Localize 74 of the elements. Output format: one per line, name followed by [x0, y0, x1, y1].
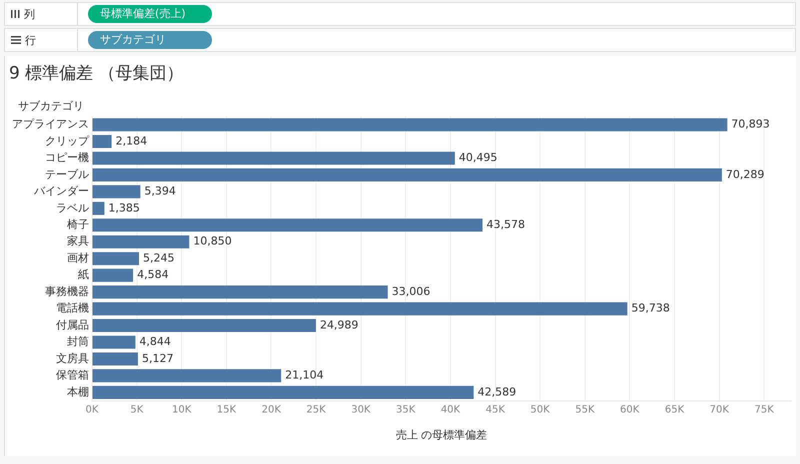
y-tick-label: 椅子 — [67, 218, 89, 231]
y-tick-label: アプライアンス — [12, 118, 89, 131]
y-tick-label: テーブル — [45, 168, 89, 181]
data-label: 24,989 — [320, 318, 358, 332]
text: 行 — [25, 32, 36, 48]
bar — [92, 336, 136, 349]
bar — [92, 286, 388, 299]
data-label: 5,127 — [142, 352, 174, 365]
x-tick-label: 70K — [710, 404, 730, 416]
data-label: 42,589 — [478, 385, 516, 398]
text: サブカテゴリ — [88, 31, 212, 49]
text: 母標準偏差(売上) — [88, 5, 212, 23]
y-tick-label: 電話機 — [56, 302, 89, 315]
x-tick-label: 0K — [86, 404, 99, 416]
y-axis-title: サブカテゴリ — [18, 99, 84, 112]
x-tick-label: 55K — [575, 404, 595, 416]
x-tick-label: 60K — [620, 404, 640, 416]
bar — [92, 369, 282, 382]
data-label: 2,184 — [116, 134, 148, 148]
y-tick-label: 家具 — [67, 234, 89, 248]
y-tick-label: 画材 — [67, 251, 89, 264]
bar — [92, 168, 722, 182]
data-label: 10,850 — [193, 234, 232, 248]
bar — [92, 202, 104, 215]
y-tick-label: バインダー — [33, 184, 89, 198]
bar — [92, 152, 455, 165]
x-tick-label: 40K — [440, 404, 461, 416]
data-label: 33,006 — [392, 284, 430, 298]
data-label: 40,495 — [458, 151, 498, 164]
x-tick-label: 20K — [262, 404, 282, 416]
chart-title: 9 標準偏差 （母集団） — [9, 64, 184, 84]
y-tick-label: コピー機 — [45, 151, 89, 164]
y-tick-label: 保管箱 — [56, 368, 89, 382]
x-axis-title: 売上 の母標準偏差 — [396, 428, 488, 442]
bar — [92, 235, 190, 248]
bar — [92, 118, 728, 132]
y-tick-label: 付属品 — [56, 318, 89, 332]
x-tick-label: 30K — [351, 404, 371, 416]
y-tick-label: ラベル — [56, 201, 89, 214]
data-label: 59,738 — [631, 302, 670, 315]
bar — [92, 252, 140, 266]
bar — [92, 185, 140, 198]
x-tick-label: 5K — [130, 404, 144, 416]
bar — [92, 134, 112, 148]
data-label: 1,385 — [108, 201, 140, 214]
data-label: 21,104 — [285, 368, 324, 382]
x-tick-label: 65K — [664, 404, 685, 416]
text: 列 — [24, 6, 35, 22]
bar — [92, 352, 138, 366]
y-tick-label: 本棚 — [67, 385, 89, 398]
bar — [92, 218, 483, 232]
bar — [92, 318, 316, 332]
data-label: 5,394 — [144, 184, 176, 198]
bar — [92, 302, 628, 316]
bar — [92, 386, 474, 399]
y-tick-label: 事務機器 — [45, 284, 89, 298]
data-label: 4,844 — [139, 335, 171, 348]
bar — [92, 268, 134, 282]
x-tick-label: 15K — [216, 404, 236, 416]
data-label: 43,578 — [486, 218, 526, 231]
data-label: 70,289 — [726, 168, 764, 181]
x-tick-label: 10K — [172, 404, 192, 416]
x-tick-label: 45K — [486, 404, 506, 416]
y-tick-label: クリップ — [45, 134, 90, 148]
y-tick-label: 封筒 — [67, 335, 89, 348]
x-tick-label: 25K — [306, 404, 326, 416]
data-label: 70,893 — [731, 118, 770, 131]
y-tick-label: 文房具 — [56, 352, 89, 365]
y-tick-label: 紙 — [78, 268, 89, 282]
x-tick-label: 75K — [754, 404, 774, 416]
data-label: 5,245 — [143, 251, 175, 264]
x-tick-label: 50K — [530, 404, 550, 416]
data-label: 4,584 — [137, 268, 169, 282]
x-tick-label: 35K — [396, 404, 416, 416]
